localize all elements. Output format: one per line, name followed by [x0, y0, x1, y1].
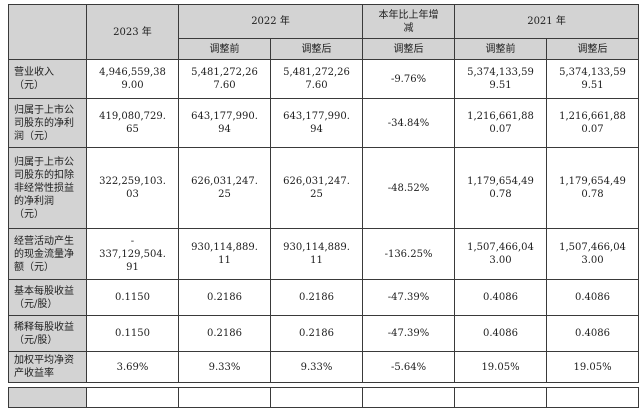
data-cell	[454, 387, 547, 408]
row-label: 归属于上市公 司股东的扣除 非经常性损益 的净利润 （元）	[8, 147, 87, 229]
row-label: 经营活动产生 的现金流量净 额（元）	[8, 228, 87, 280]
row-label: 基本每股收益 （元/股）	[8, 279, 87, 316]
row-label	[8, 387, 87, 408]
table-row-weighted-avg-roe: 加权平均净资 产收益率 3.69% 9.33% 9.33% -5.64% 19.…	[8, 351, 640, 383]
header-year-2021-group: 2021 年	[454, 4, 640, 39]
row-label: 营业收入 （元）	[8, 59, 87, 99]
header-year-2023: 2023 年	[86, 4, 179, 60]
data-cell: 0.1150	[86, 315, 179, 352]
data-cell: 5,374,133,59 9.51	[546, 59, 640, 99]
data-cell: -136.25%	[362, 228, 456, 280]
data-cell: 1,179,654,49 0.78	[454, 147, 548, 229]
subheader-2021-adjust-after: 调整后	[546, 38, 640, 60]
corner-cell	[8, 4, 87, 60]
subheader-2022-adjust-before: 调整前	[178, 38, 271, 60]
data-cell: -34.84%	[362, 98, 456, 148]
data-cell: 626,031,247. 25	[178, 147, 271, 229]
data-cell	[86, 387, 179, 408]
data-cell: 1,216,661,88 0.07	[454, 98, 548, 148]
row-label: 归属于上市公 司股东的净利 润（元）	[8, 98, 87, 148]
data-cell: -47.39%	[362, 315, 456, 352]
data-cell: 1,507,466,04 3.00	[454, 228, 548, 280]
data-cell: -5.64%	[362, 351, 456, 383]
data-cell: 9.33%	[178, 351, 271, 383]
data-cell: 0.4086	[546, 279, 640, 316]
subheader-2021-adjust-before: 调整前	[454, 38, 548, 60]
table-row-basic-eps: 基本每股收益 （元/股） 0.1150 0.2186 0.2186 -47.39…	[8, 279, 640, 316]
data-cell	[546, 387, 639, 408]
data-cell: 0.2186	[178, 315, 271, 352]
financial-indicators-page: 2023 年 2022 年 本年比上年增 减 2021 年 调整前 调整后 调整…	[8, 4, 640, 408]
data-cell: 0.4086	[454, 315, 548, 352]
data-cell: 0.1150	[86, 279, 179, 316]
table-row-operating-revenue: 营业收入 （元） 4,946,559,38 9.00 5,481,272,26 …	[8, 59, 640, 99]
subheader-2022-adjust-after: 调整后	[269, 38, 364, 60]
data-cell: 1,507,466,04 3.00	[546, 228, 640, 280]
data-cell: 626,031,247. 25	[269, 147, 364, 229]
table-row-net-profit: 归属于上市公 司股东的净利 润（元） 419,080,729. 65 643,1…	[8, 98, 640, 148]
data-cell: 1,179,654,49 0.78	[546, 147, 640, 229]
data-cell: 0.2186	[178, 279, 271, 316]
data-cell: 9.33%	[269, 351, 364, 383]
subheader-change-adjust-after: 调整后	[362, 38, 456, 60]
data-cell	[270, 387, 363, 408]
data-cell: 5,481,272,26 7.60	[178, 59, 271, 99]
row-label: 稀释每股收益 （元/股）	[8, 315, 87, 352]
data-cell: 3.69%	[86, 351, 179, 383]
data-cell: 643,177,990. 94	[269, 98, 364, 148]
table-row-diluted-eps: 稀释每股收益 （元/股） 0.1150 0.2186 0.2186 -47.39…	[8, 315, 640, 352]
data-cell: 0.2186	[269, 315, 364, 352]
clipped-partial-row	[8, 387, 639, 408]
data-cell: - 337,129,504. 91	[86, 228, 179, 280]
data-cell: 0.2186	[269, 279, 364, 316]
data-cell: 19.05%	[454, 351, 548, 383]
row-label: 加权平均净资 产收益率	[8, 351, 87, 383]
data-cell	[362, 387, 455, 408]
data-cell: 643,177,990. 94	[178, 98, 271, 148]
data-cell: 5,481,272,26 7.60	[269, 59, 364, 99]
data-cell: 930,114,889. 11	[178, 228, 271, 280]
data-cell: -9.76%	[362, 59, 456, 99]
data-cell: 19.05%	[546, 351, 640, 383]
data-cell: 322,259,103. 03	[86, 147, 179, 229]
header-yoy-change: 本年比上年增 减	[362, 4, 456, 39]
data-cell: -47.39%	[362, 279, 456, 316]
header-row-groups: 2023 年 2022 年 本年比上年增 减 2021 年	[8, 4, 640, 60]
next-table-row-fragment	[8, 387, 639, 408]
data-cell: 1,216,661,88 0.07	[546, 98, 640, 148]
financial-indicators-table: 2023 年 2022 年 本年比上年增 减 2021 年 调整前 调整后 调整…	[8, 4, 640, 383]
table-row-operating-cash-flow: 经营活动产生 的现金流量净 额（元） - 337,129,504. 91 930…	[8, 228, 640, 280]
data-cell: -48.52%	[362, 147, 456, 229]
data-cell: 4,946,559,38 9.00	[86, 59, 179, 99]
table-row-net-profit-excl-nonrecurring: 归属于上市公 司股东的扣除 非经常性损益 的净利润 （元） 322,259,10…	[8, 147, 640, 229]
data-cell: 0.4086	[454, 279, 548, 316]
data-cell	[178, 387, 271, 408]
data-cell: 419,080,729. 65	[86, 98, 179, 148]
data-cell: 0.4086	[546, 315, 640, 352]
header-year-2022-group: 2022 年	[177, 4, 364, 39]
data-cell: 5,374,133,59 9.51	[454, 59, 548, 99]
data-cell: 930,114,889. 11	[269, 228, 364, 280]
